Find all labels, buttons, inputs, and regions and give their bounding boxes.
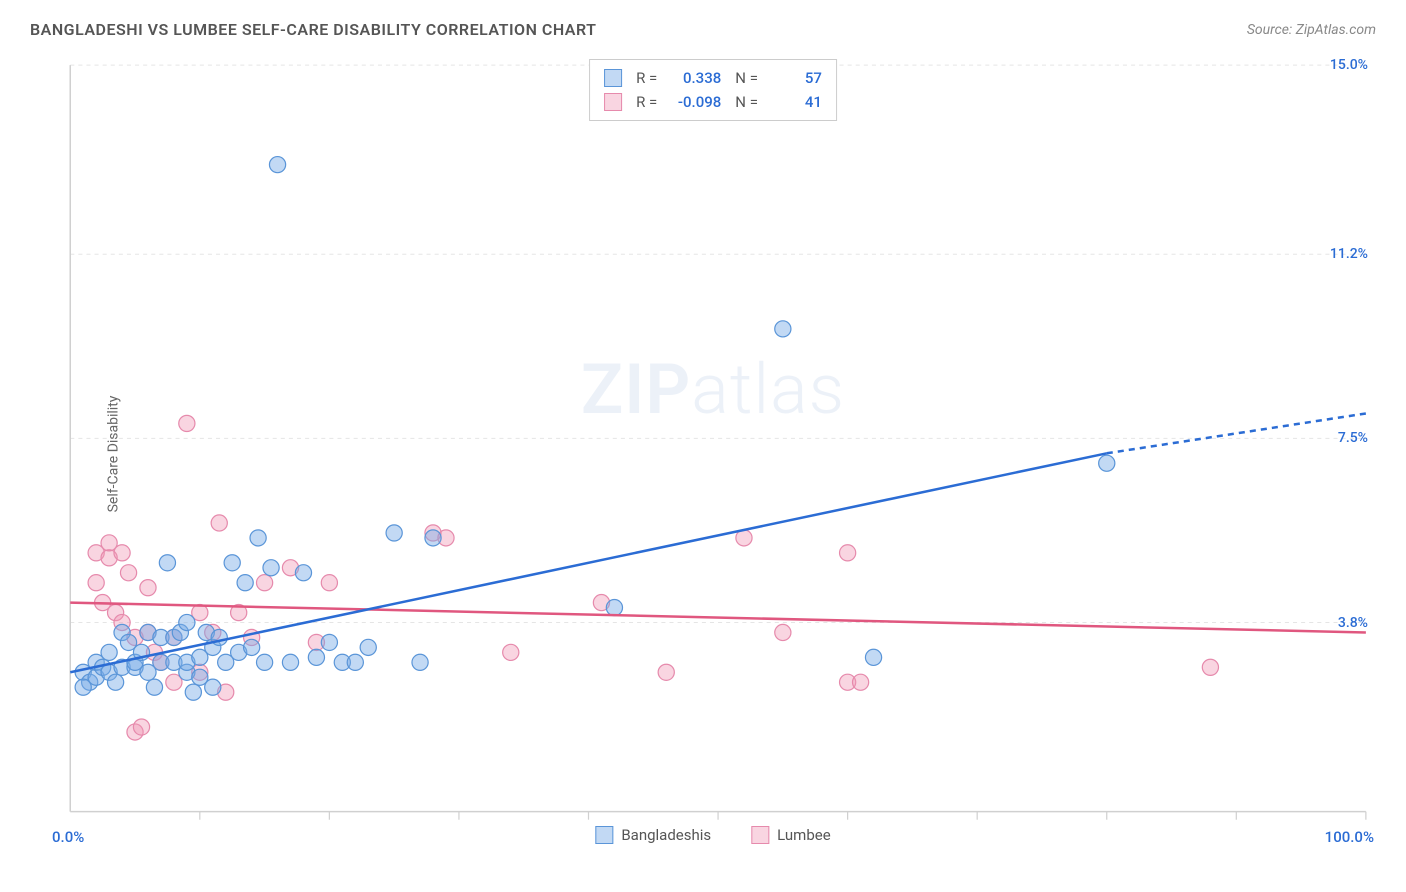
y-tick-label: 3.8% — [1338, 615, 1368, 631]
legend-swatch-lumbee — [751, 826, 769, 844]
chart-container: BANGLADESHI VS LUMBEE SELF-CARE DISABILI… — [0, 0, 1406, 892]
bottom-legend: Bangladeshis Lumbee — [595, 826, 830, 844]
chart-plot-area: Self-Care Disability ZIPatlas R = 0.338 … — [50, 55, 1376, 852]
legend-r-value-lumbee: -0.098 — [667, 90, 721, 114]
y-tick-label: 11.2% — [1330, 246, 1368, 262]
chart-header: BANGLADESHI VS LUMBEE SELF-CARE DISABILI… — [30, 20, 1376, 39]
chart-title: BANGLADESHI VS LUMBEE SELF-CARE DISABILI… — [30, 20, 596, 39]
legend-n-label: N = — [735, 66, 758, 90]
bottom-legend-item-lumbee: Lumbee — [751, 826, 831, 844]
legend-n-label: N = — [735, 90, 758, 114]
legend-n-value-lumbee: 41 — [768, 90, 822, 114]
legend-r-label: R = — [636, 66, 657, 90]
legend-row-lumbee: R = -0.098 N = 41 — [604, 90, 822, 114]
legend-row-bangladeshis: R = 0.338 N = 57 — [604, 66, 822, 90]
bottom-legend-item-bangladeshis: Bangladeshis — [595, 826, 711, 844]
correlation-legend: R = 0.338 N = 57 R = -0.098 N = 41 — [589, 59, 837, 121]
legend-swatch-bangladeshis — [595, 826, 613, 844]
bottom-legend-label-lumbee: Lumbee — [777, 826, 831, 844]
x-axis-max-label: 100.0% — [1325, 828, 1374, 846]
legend-swatch-lumbee — [604, 93, 622, 111]
y-tick-label: 15.0% — [1330, 57, 1368, 73]
y-axis-label: Self-Care Disability — [105, 395, 121, 512]
bottom-legend-label-bangladeshis: Bangladeshis — [621, 826, 711, 844]
legend-n-value-bangladeshis: 57 — [768, 66, 822, 90]
chart-source: Source: ZipAtlas.com — [1247, 22, 1376, 38]
legend-r-value-bangladeshis: 0.338 — [667, 66, 721, 90]
x-axis-min-label: 0.0% — [52, 828, 84, 846]
scatter-chart-svg — [50, 55, 1376, 852]
y-tick-label: 7.5% — [1338, 430, 1368, 446]
legend-r-label: R = — [636, 90, 657, 114]
legend-swatch-bangladeshis — [604, 69, 622, 87]
